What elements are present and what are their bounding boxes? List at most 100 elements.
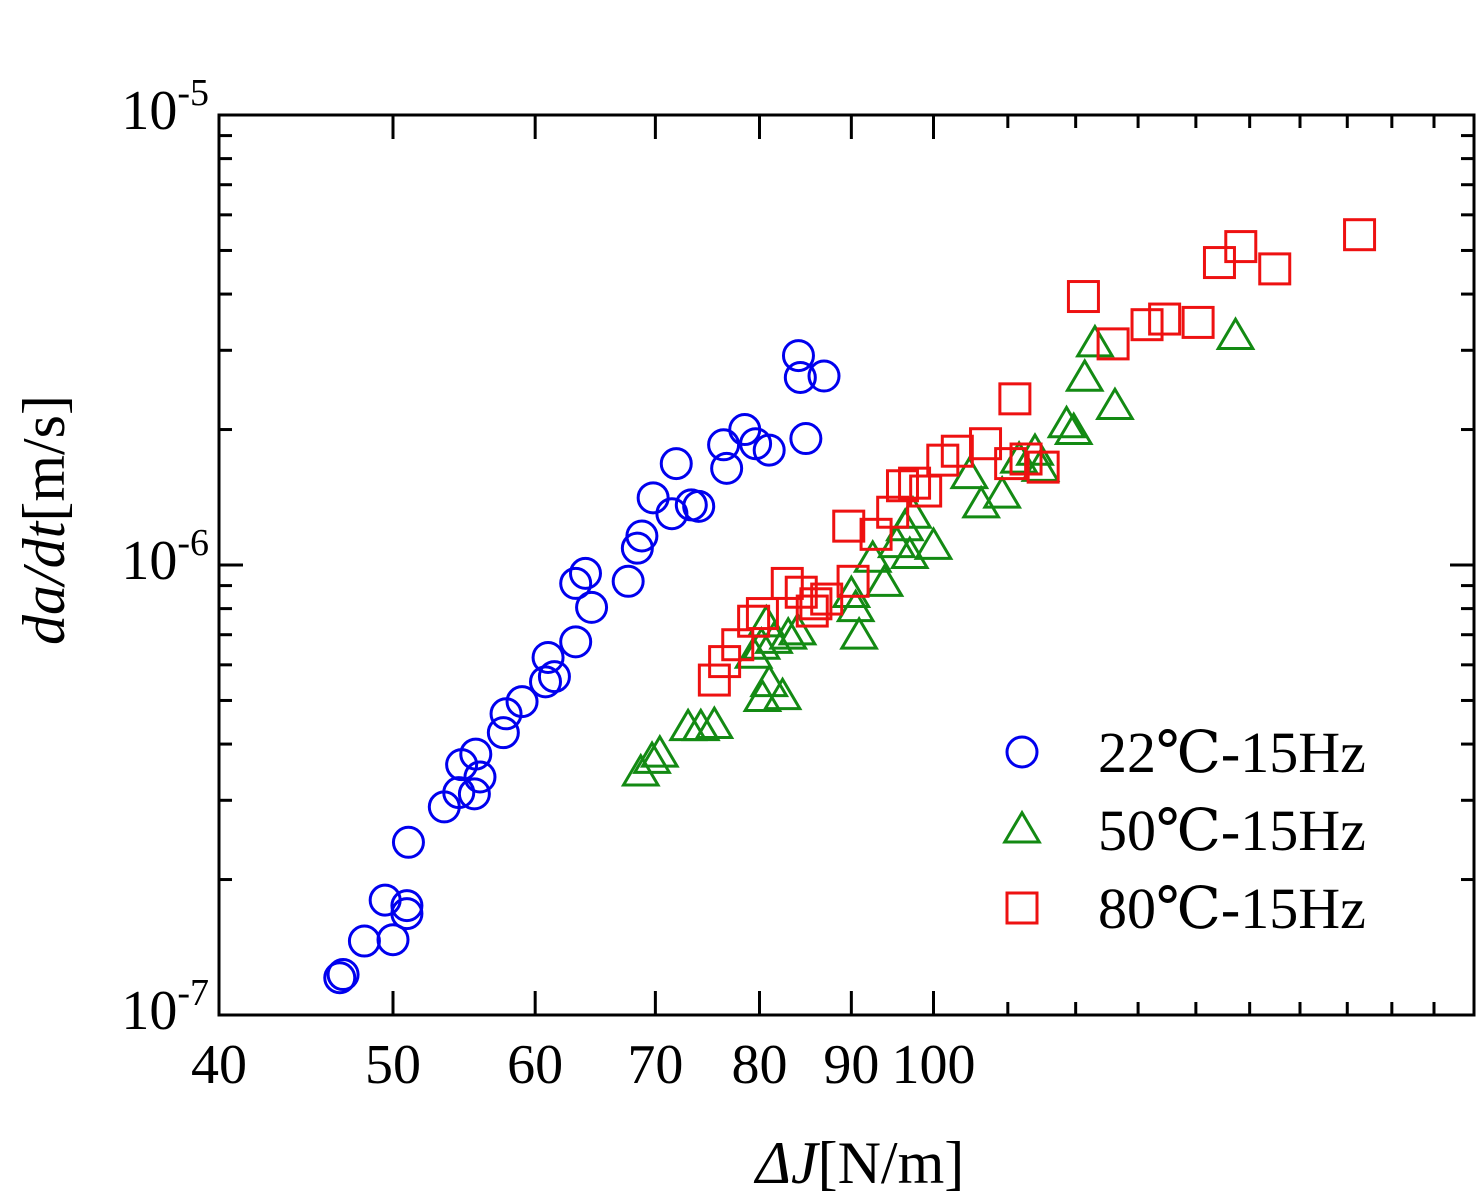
data-point-triangle <box>668 707 708 742</box>
data-point-triangle <box>982 474 1023 509</box>
data-point-circle <box>531 640 565 674</box>
legend-marker-triangle <box>1002 809 1042 844</box>
data-point-triangle <box>913 526 954 560</box>
x-axis-title-symbol: ΔJ <box>754 1130 820 1196</box>
data-point-square <box>1258 252 1292 286</box>
data-point-circle <box>505 685 539 719</box>
data-point-square <box>1130 308 1164 342</box>
data-point-triangle <box>749 663 790 698</box>
series-circle <box>323 339 841 995</box>
data-point-circle <box>807 359 841 393</box>
data-point-triangle <box>835 588 876 623</box>
data-point-circle <box>323 961 357 995</box>
y-tick-label: 10-5 <box>121 72 209 142</box>
x-tick-label: 70 <box>627 1034 683 1096</box>
data-point-triangle <box>639 733 680 768</box>
data-point-triangle <box>620 752 661 787</box>
data-point-circle <box>529 665 562 699</box>
data-point-circle <box>537 660 571 694</box>
legend-label: 80℃-15Hz <box>1098 876 1366 941</box>
data-point-triangle <box>1215 316 1256 350</box>
data-point-square <box>940 434 974 468</box>
data-point-square <box>1009 442 1043 476</box>
data-point-circle <box>559 566 593 600</box>
x-axis-title-unit: [N/m] <box>818 1130 965 1196</box>
data-point-circle <box>368 883 402 917</box>
data-point-triangle <box>889 535 930 569</box>
data-point-triangle <box>864 563 905 597</box>
data-point-circle <box>391 825 425 859</box>
x-tick-label: 100 <box>892 1034 976 1096</box>
data-point-triangle <box>1053 411 1094 446</box>
data-point-circle <box>486 716 520 750</box>
legend-marker-circle <box>1005 735 1039 769</box>
data-point-square <box>1026 450 1060 484</box>
x-tick-label: 90 <box>823 1034 879 1096</box>
data-point-circle <box>625 519 659 553</box>
legend-marker-square <box>1005 891 1039 925</box>
data-point-triangle <box>949 455 990 490</box>
data-point-triangle <box>1020 448 1061 482</box>
data-point-circle <box>459 737 493 771</box>
data-point-triangle <box>839 615 879 650</box>
data-point-square <box>836 564 870 598</box>
data-point-circle <box>682 489 716 523</box>
series-square <box>697 218 1377 697</box>
series-triangle <box>620 316 1256 787</box>
data-point-triangle <box>1075 323 1115 358</box>
data-point-circle <box>781 339 815 373</box>
data-point-triangle <box>961 484 1002 519</box>
x-axis-title: ΔJ[N/m] <box>754 1130 965 1196</box>
data-point-circle <box>559 625 593 659</box>
data-point-triangle <box>762 676 803 711</box>
x-tick-label: 60 <box>507 1034 563 1096</box>
data-point-circle <box>789 422 823 456</box>
data-point-square <box>1096 327 1130 361</box>
data-point-square <box>1181 305 1215 339</box>
data-point-triangle <box>694 705 735 739</box>
data-point-circle <box>347 924 381 958</box>
data-point-circle <box>457 777 491 811</box>
data-point-square <box>969 427 1003 461</box>
data-point-square <box>745 597 779 631</box>
data-point-square <box>1224 230 1258 264</box>
data-point-square <box>697 663 731 697</box>
legend-label: 50℃-15Hz <box>1098 798 1366 863</box>
data-point-triangle <box>1064 358 1105 392</box>
legend-label: 22℃-15Hz <box>1098 720 1366 785</box>
data-point-triangle <box>680 707 721 742</box>
data-point-circle <box>463 760 497 794</box>
data-point-circle <box>659 447 693 481</box>
y-tick-label: 10-7 <box>121 972 209 1042</box>
data-point-square <box>799 587 833 621</box>
data-point-square <box>876 495 910 529</box>
data-point-circle <box>442 776 476 810</box>
data-point-circle <box>752 433 786 467</box>
y-axis-title: da/dt[m/s] <box>11 395 77 645</box>
data-point-triangle <box>876 524 917 559</box>
y-axis-title-unit: [m/s] <box>11 395 77 522</box>
y-axis-title-symbol: da/dt <box>11 520 77 645</box>
tick-labels: 40 50 60 70 80 90 100 10-5 10-6 10-7 <box>121 72 975 1096</box>
data-point-square <box>832 509 866 543</box>
data-point-square <box>909 474 943 508</box>
x-tick-label: 80 <box>731 1034 787 1096</box>
y-tick-label: 10-6 <box>121 522 209 592</box>
data-point-square <box>737 604 771 638</box>
data-point-square <box>708 645 742 679</box>
data-point-circle <box>568 556 602 590</box>
data-point-triangle <box>777 611 818 646</box>
data-point-circle <box>390 897 424 931</box>
data-point-square <box>810 582 844 616</box>
data-point-triangle <box>1046 404 1087 439</box>
x-tick-label: 50 <box>365 1034 421 1096</box>
data-point-circle <box>710 451 744 485</box>
data-point-triangle <box>632 740 672 774</box>
data-point-triangle <box>1095 386 1135 421</box>
data-point-circle <box>575 590 609 624</box>
data-point-square <box>859 517 893 551</box>
data-point-triangle <box>768 615 809 650</box>
data-point-circle <box>655 497 689 531</box>
data-point-square <box>885 469 919 503</box>
